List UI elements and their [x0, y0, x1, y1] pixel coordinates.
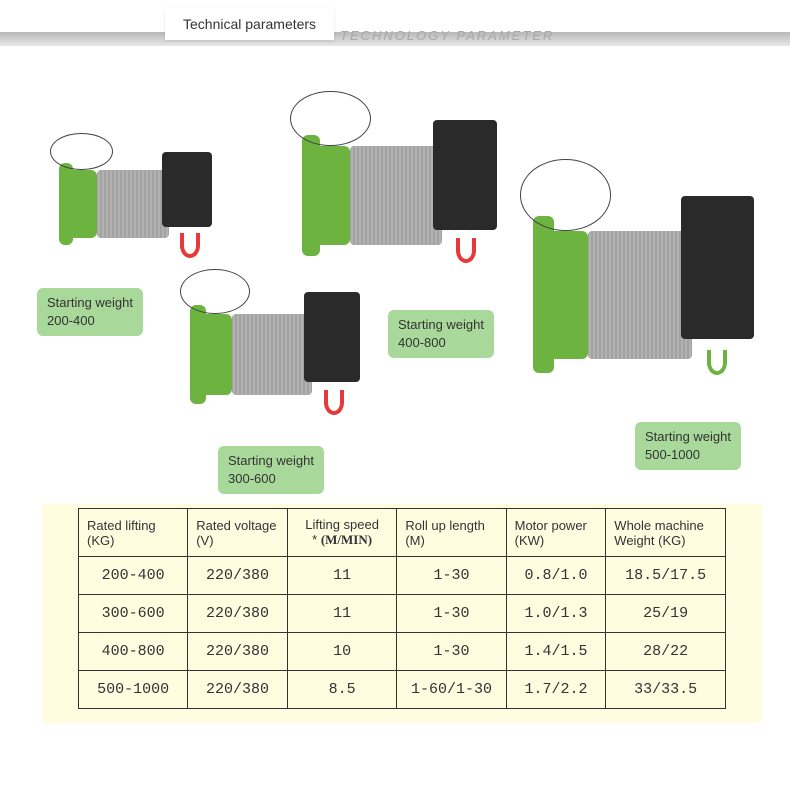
col-header-4: Motor power (KW) — [506, 509, 606, 557]
spec-table: Rated lifting (KG)Rated voltage (V)Lifti… — [78, 508, 726, 709]
col-header-5: Whole machine Weight (KG) — [606, 509, 726, 557]
label-line1: Starting weight — [47, 294, 133, 312]
label-line1: Starting weight — [398, 316, 484, 334]
subtitle: TECHNOLOGY PARAMETER — [340, 28, 554, 43]
table-row: 300-600220/380111-301.0/1.325/19 — [79, 595, 726, 633]
product-image-0 — [50, 125, 230, 275]
label-line2: 400-800 — [398, 334, 484, 352]
product-image-3 — [520, 145, 780, 430]
label-line1: Starting weight — [228, 452, 314, 470]
cell-2-5: 28/22 — [606, 633, 726, 671]
product-label-3: Starting weight500-1000 — [635, 422, 741, 470]
col-header-3: Roll up length (M) — [397, 509, 506, 557]
cell-3-1: 220/380 — [188, 671, 288, 709]
cell-3-5: 33/33.5 — [606, 671, 726, 709]
table-body: 200-400220/380111-300.8/1.018.5/17.5300-… — [79, 557, 726, 709]
cell-2-2: 10 — [287, 633, 396, 671]
label-line2: 300-600 — [228, 470, 314, 488]
label-line2: 200-400 — [47, 312, 133, 330]
cell-3-4: 1.7/2.2 — [506, 671, 606, 709]
product-label-2: Starting weight400-800 — [388, 310, 494, 358]
product-label-0: Starting weight200-400 — [37, 288, 143, 336]
title-tab: Technical parameters — [165, 8, 334, 40]
product-image-2 — [290, 80, 520, 300]
cell-3-0: 500-1000 — [79, 671, 188, 709]
col-header-0: Rated lifting (KG) — [79, 509, 188, 557]
table-header-row: Rated lifting (KG)Rated voltage (V)Lifti… — [79, 509, 726, 557]
cell-0-5: 18.5/17.5 — [606, 557, 726, 595]
cell-0-2: 11 — [287, 557, 396, 595]
cell-1-4: 1.0/1.3 — [506, 595, 606, 633]
cell-1-3: 1-30 — [397, 595, 506, 633]
cell-0-0: 200-400 — [79, 557, 188, 595]
spec-table-container: Rated lifting (KG)Rated voltage (V)Lifti… — [42, 504, 762, 723]
cell-0-3: 1-30 — [397, 557, 506, 595]
cell-1-5: 25/19 — [606, 595, 726, 633]
cell-2-0: 400-800 — [79, 633, 188, 671]
cell-1-2: 11 — [287, 595, 396, 633]
table-row: 200-400220/380111-300.8/1.018.5/17.5 — [79, 557, 726, 595]
cell-0-1: 220/380 — [188, 557, 288, 595]
cell-2-3: 1-30 — [397, 633, 506, 671]
cell-2-4: 1.4/1.5 — [506, 633, 606, 671]
table-row: 400-800220/380101-301.4/1.528/22 — [79, 633, 726, 671]
col-header-1: Rated voltage (V) — [188, 509, 288, 557]
cell-0-4: 0.8/1.0 — [506, 557, 606, 595]
label-line2: 500-1000 — [645, 446, 731, 464]
product-label-1: Starting weight300-600 — [218, 446, 324, 494]
label-line1: Starting weight — [645, 428, 731, 446]
cell-1-0: 300-600 — [79, 595, 188, 633]
cell-1-1: 220/380 — [188, 595, 288, 633]
cell-2-1: 220/380 — [188, 633, 288, 671]
table-row: 500-1000220/3808.51-60/1-301.7/2.233/33.… — [79, 671, 726, 709]
cell-3-2: 8.5 — [287, 671, 396, 709]
cell-3-3: 1-60/1-30 — [397, 671, 506, 709]
col-header-2: Lifting speed* (M/MIN) — [287, 509, 396, 557]
